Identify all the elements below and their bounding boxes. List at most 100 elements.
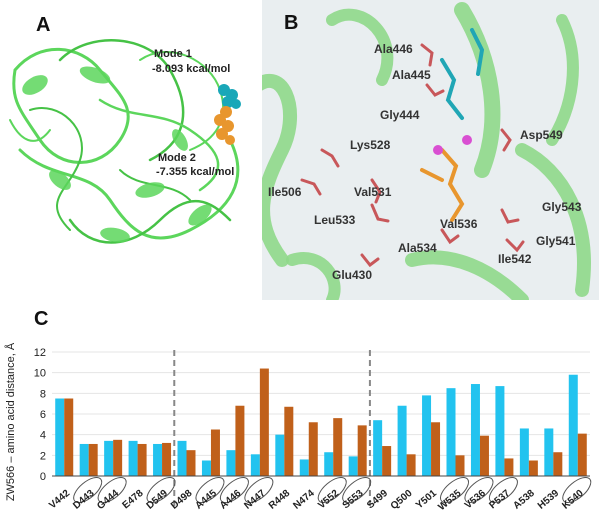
x-tick-label: A538: [511, 488, 537, 512]
bar-series1-d443: [79, 443, 89, 476]
x-tick-label: V536: [463, 488, 488, 512]
residue-label-gly541: Gly541: [536, 234, 576, 248]
bar-series1-r448: [275, 434, 285, 476]
bar-series2-k540: [577, 433, 587, 476]
bar-series1-v442: [55, 398, 65, 476]
x-tick-label: N474: [291, 488, 317, 512]
bar-series1-a538: [519, 428, 529, 476]
y-tick-label: 2: [40, 450, 46, 462]
y-tick-label: 12: [34, 347, 46, 359]
bar-series1-y501: [422, 395, 432, 476]
x-tick-label: K540: [560, 488, 586, 512]
x-tick-label: S499: [365, 488, 390, 512]
x-tick-label: D498: [169, 488, 195, 512]
x-tick-label: V442: [47, 488, 72, 512]
bar-series1-a446: [226, 450, 236, 476]
bar-series2-v552: [333, 418, 343, 476]
y-tick-label: 8: [40, 388, 46, 400]
x-tick-label: E478: [121, 488, 146, 512]
binding-site-illustration: [262, 2, 591, 300]
circled-residue-marker: [195, 476, 225, 504]
residue-label-gly543: Gly543: [542, 200, 582, 214]
x-tick-label: H539: [536, 488, 562, 512]
circled-residue-marker: [73, 476, 103, 504]
residue-label-gly444: Gly444: [380, 108, 420, 122]
residue-label-val536: Val536: [440, 217, 478, 231]
mode2-energy: -7.355 kcal/mol: [156, 166, 235, 178]
bar-series1-v536: [470, 384, 480, 476]
bar-series2-p537: [504, 458, 514, 476]
bar-series2-v442: [64, 398, 74, 476]
circled-residue-marker: [342, 476, 372, 504]
residue-label-ala446: Ala446: [374, 42, 413, 56]
y-tick-label: 6: [40, 409, 46, 421]
mode2-label: Mode 2: [158, 152, 196, 164]
circled-residue-marker: [244, 476, 274, 504]
bar-series1-w535: [446, 388, 456, 476]
y-tick-label: 10: [34, 368, 46, 380]
mode1-energy: -8.093 kcal/mol: [152, 63, 231, 75]
residue-label-ile542: Ile542: [498, 252, 532, 266]
x-tick-label: D549: [145, 488, 171, 512]
bar-series1-d498: [177, 440, 187, 476]
mode2-ligand: [214, 106, 235, 145]
bars: [55, 368, 587, 476]
bar-series1-s553: [348, 456, 358, 476]
bar-series1-n474: [299, 459, 309, 476]
circled-residue-marker: [488, 476, 518, 504]
panel-b-label: B: [284, 12, 299, 34]
protein-overview-illustration: [9, 39, 241, 244]
residue-label-ala534: Ala534: [398, 241, 437, 255]
circled-residue-marker: [464, 476, 494, 504]
x-tick-label: Y501: [414, 488, 439, 512]
residue-label-val531: Val531: [354, 185, 392, 199]
x-tick-label: A446: [218, 488, 244, 512]
panel-c-label: C: [34, 308, 49, 330]
circled-residue-marker: [317, 476, 347, 504]
panel-b: B Ala446 Ala445 Gly444 Asp549 Lys528 Ile506 Va…: [262, 0, 599, 300]
y-axis-ticks: 0 2 4 6 8 10 12: [34, 347, 46, 483]
bar-series2-y501: [431, 422, 441, 476]
bar-series1-n447: [250, 454, 260, 476]
bar-series1-q500: [397, 405, 407, 476]
bar-series2-d443: [88, 443, 98, 476]
residue-label-asp549: Asp549: [520, 128, 563, 142]
bar-series2-s553: [357, 425, 367, 476]
bar-series1-d549: [153, 443, 163, 476]
bar-series1-v552: [324, 452, 334, 476]
bar-series2-h539: [553, 452, 563, 476]
x-tick-label: G444: [95, 488, 121, 512]
panel-c: C 0 2 4 6 8 10 12 V442 D443 G444 E478 D549 D498 A445…: [0, 300, 599, 527]
panel-a: A Mode 1 -8.093 kcal/mol Mode 2 -7.355 k…: [0, 0, 270, 300]
y-tick-label: 4: [40, 430, 46, 442]
mode1-ligand: [218, 84, 241, 109]
bar-series2-n474: [308, 422, 318, 476]
bar-series2-d498: [186, 450, 196, 476]
x-tick-label: N447: [242, 488, 268, 512]
circled-residue-marker: [219, 476, 249, 504]
bar-series1-e478: [128, 440, 138, 476]
bar-series2-d549: [162, 442, 172, 476]
bar-series1-a445: [201, 460, 211, 476]
bar-series2-r448: [284, 406, 294, 476]
bar-series2-a445: [210, 429, 220, 476]
bar-series2-n447: [259, 368, 269, 476]
circled-residue-marker: [146, 476, 176, 504]
x-tick-label: V552: [316, 488, 341, 512]
bar-series2-q500: [406, 454, 416, 476]
bar-series2-e478: [137, 443, 147, 476]
bar-series1-g444: [104, 440, 114, 476]
bar-series2-a446: [235, 405, 245, 476]
x-tick-label: A445: [193, 488, 219, 512]
bar-series2-g444: [113, 439, 123, 476]
bar-series2-s499: [382, 446, 392, 476]
x-tick-label: D443: [71, 488, 97, 512]
circled-residue-marker: [562, 476, 592, 504]
y-tick-label: 0: [40, 471, 46, 483]
bar-series2-w535: [455, 455, 465, 476]
bar-series2-v536: [479, 435, 489, 476]
residue-label-leu533: Leu533: [314, 213, 356, 227]
x-tick-label: R448: [267, 488, 293, 512]
panel-a-label: A: [36, 14, 51, 36]
